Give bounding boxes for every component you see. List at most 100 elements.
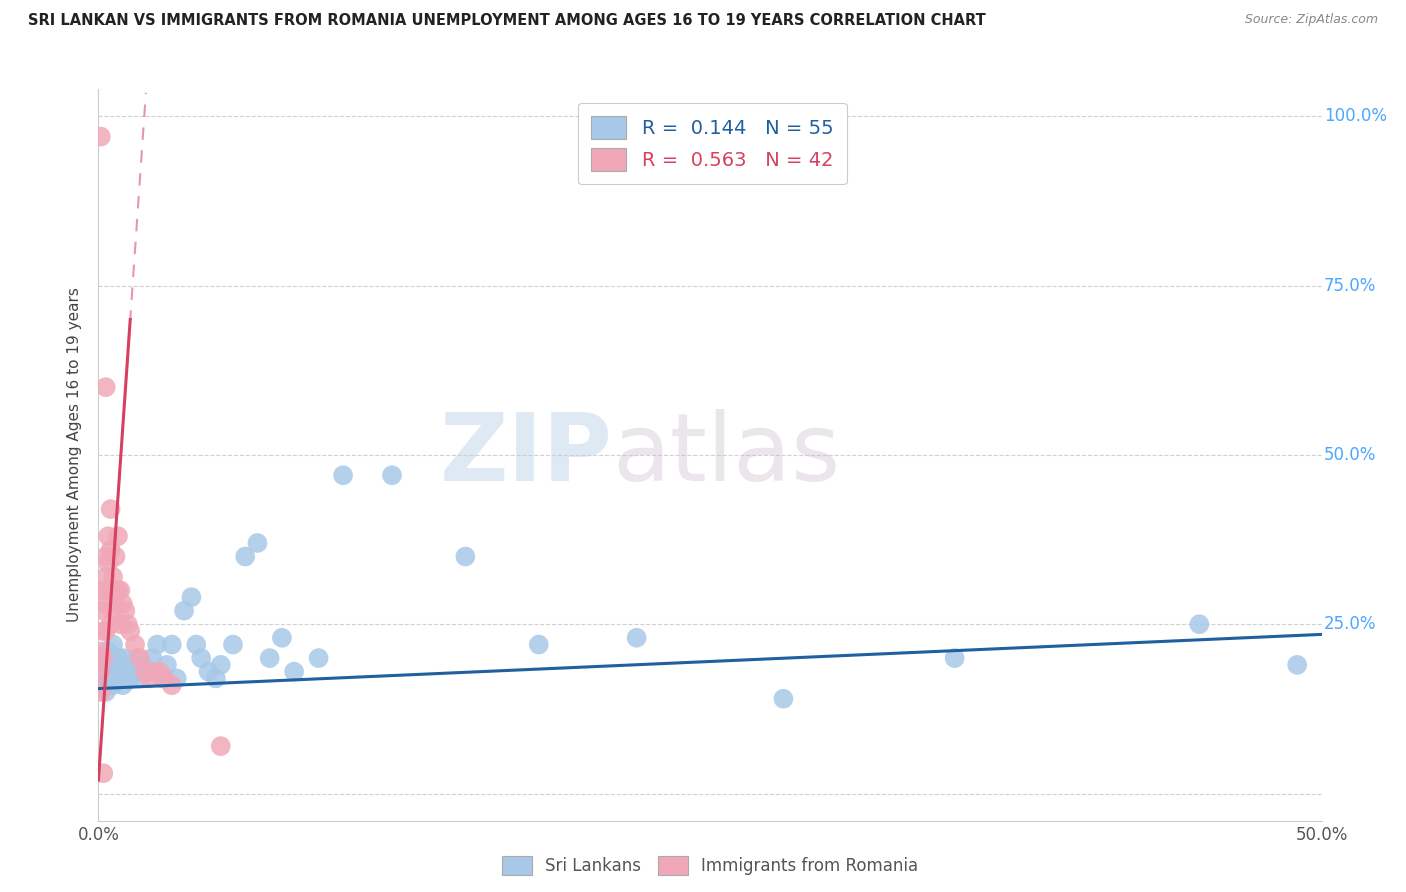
Point bbox=[94, 657, 117, 672]
Text: Source: ZipAtlas.com: Source: ZipAtlas.com bbox=[1244, 13, 1378, 27]
Point bbox=[943, 651, 966, 665]
Point bbox=[180, 590, 202, 604]
Point bbox=[110, 665, 132, 679]
Legend: Sri Lankans, Immigrants from Romania: Sri Lankans, Immigrants from Romania bbox=[495, 849, 925, 882]
Point bbox=[100, 502, 122, 516]
Point bbox=[91, 624, 114, 638]
Point bbox=[110, 617, 132, 632]
Point bbox=[91, 651, 114, 665]
Point bbox=[173, 604, 195, 618]
Point bbox=[94, 549, 117, 564]
Point bbox=[97, 672, 120, 686]
Point bbox=[110, 583, 132, 598]
Point bbox=[120, 672, 142, 686]
Point bbox=[270, 631, 294, 645]
Point bbox=[197, 665, 219, 679]
Point bbox=[124, 665, 146, 679]
Point bbox=[143, 665, 166, 679]
Point bbox=[100, 617, 122, 632]
Point bbox=[246, 536, 269, 550]
Point bbox=[129, 651, 152, 665]
Point bbox=[101, 638, 124, 652]
Point bbox=[124, 638, 146, 652]
Point bbox=[91, 651, 114, 665]
Point bbox=[1188, 617, 1211, 632]
Y-axis label: Unemployment Among Ages 16 to 19 years: Unemployment Among Ages 16 to 19 years bbox=[67, 287, 83, 623]
Point bbox=[117, 657, 139, 672]
Point bbox=[90, 665, 112, 679]
Point bbox=[190, 651, 212, 665]
Point bbox=[626, 631, 648, 645]
Point bbox=[91, 604, 114, 618]
Point bbox=[209, 739, 232, 753]
Point bbox=[111, 651, 134, 665]
Point bbox=[146, 638, 169, 652]
Point bbox=[1286, 657, 1309, 672]
Point bbox=[381, 468, 404, 483]
Point bbox=[94, 380, 117, 394]
Point bbox=[150, 672, 173, 686]
Point bbox=[136, 665, 159, 679]
Point bbox=[222, 638, 245, 652]
Text: SRI LANKAN VS IMMIGRANTS FROM ROMANIA UNEMPLOYMENT AMONG AGES 16 TO 19 YEARS COR: SRI LANKAN VS IMMIGRANTS FROM ROMANIA UN… bbox=[28, 13, 986, 29]
Point bbox=[90, 644, 112, 658]
Text: atlas: atlas bbox=[612, 409, 841, 501]
Point bbox=[166, 672, 188, 686]
Point bbox=[107, 583, 129, 598]
Point bbox=[205, 672, 228, 686]
Text: 50.0%: 50.0% bbox=[1324, 446, 1376, 464]
Point bbox=[308, 651, 330, 665]
Point bbox=[149, 665, 172, 679]
Point bbox=[104, 657, 127, 672]
Point bbox=[101, 604, 124, 618]
Point bbox=[90, 685, 112, 699]
Point bbox=[101, 570, 124, 584]
Text: 25.0%: 25.0% bbox=[1324, 615, 1376, 633]
Point bbox=[94, 624, 117, 638]
Point bbox=[120, 624, 142, 638]
Point bbox=[91, 583, 114, 598]
Point bbox=[100, 651, 122, 665]
Point bbox=[156, 657, 179, 672]
Point bbox=[107, 672, 129, 686]
Point bbox=[94, 597, 117, 611]
Point bbox=[134, 665, 156, 679]
Point bbox=[100, 665, 122, 679]
Point bbox=[97, 556, 120, 570]
Point bbox=[97, 583, 120, 598]
Point bbox=[114, 604, 136, 618]
Text: 75.0%: 75.0% bbox=[1324, 277, 1376, 294]
Point bbox=[114, 665, 136, 679]
Point bbox=[101, 678, 124, 692]
Point bbox=[111, 678, 134, 692]
Point bbox=[772, 691, 794, 706]
Point bbox=[527, 638, 550, 652]
Point bbox=[259, 651, 281, 665]
Point bbox=[160, 638, 183, 652]
Point bbox=[117, 617, 139, 632]
Point bbox=[332, 468, 354, 483]
Point bbox=[104, 597, 127, 611]
Point bbox=[153, 672, 176, 686]
Text: ZIP: ZIP bbox=[439, 409, 612, 501]
Point bbox=[141, 651, 163, 665]
Point bbox=[94, 685, 117, 699]
Point bbox=[97, 644, 120, 658]
Point bbox=[129, 672, 152, 686]
Point bbox=[91, 678, 114, 692]
Point bbox=[97, 529, 120, 543]
Point bbox=[107, 651, 129, 665]
Point bbox=[91, 766, 114, 780]
Point bbox=[90, 665, 112, 679]
Point bbox=[104, 549, 127, 564]
Point bbox=[104, 665, 127, 679]
Point bbox=[139, 672, 162, 686]
Point bbox=[454, 549, 477, 564]
Point bbox=[131, 657, 153, 672]
Point bbox=[233, 549, 256, 564]
Point bbox=[100, 542, 122, 557]
Point bbox=[127, 651, 149, 665]
Text: 100.0%: 100.0% bbox=[1324, 107, 1388, 125]
Point bbox=[90, 129, 112, 144]
Point bbox=[94, 570, 117, 584]
